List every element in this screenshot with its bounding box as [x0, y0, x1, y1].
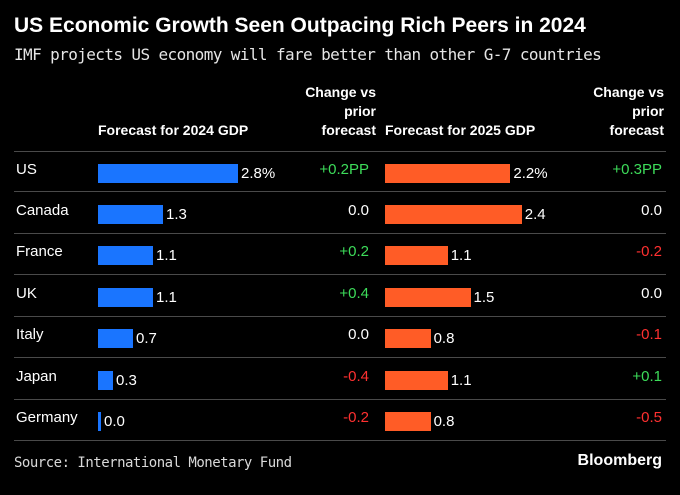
bar-2025-france	[385, 246, 448, 265]
bloomberg-logo: Bloomberg	[577, 452, 662, 469]
change-2025-uk: 0.0	[641, 284, 662, 302]
country-label-france: France	[16, 243, 63, 260]
header-change-2024: Change vs prior forecast	[305, 84, 376, 138]
country-label-germany: Germany	[16, 409, 78, 426]
change-2025-us: +0.3PP	[612, 161, 662, 178]
change-2025-japan: +0.1	[632, 367, 662, 385]
bar-2025-germany	[385, 412, 431, 431]
bar-2024-germany	[98, 412, 101, 431]
change-2024-germany: -0.2	[343, 409, 369, 426]
change-2024-canada: 0.0	[348, 201, 369, 219]
row-canada: Canada 1.3 0.0 2.4 0.0	[14, 193, 666, 234]
bar-2024-us	[98, 164, 238, 183]
value-2025-germany: 0.8	[433, 413, 455, 430]
bar-2024-canada	[98, 204, 163, 224]
value-2024-uk: 1.1	[156, 288, 177, 306]
country-label-canada: Canada	[16, 201, 69, 219]
change-2025-canada: 0.0	[641, 201, 662, 219]
header-gdp-2024: Forecast for 2024 GDP	[98, 122, 249, 138]
value-2024-japan: 0.3	[116, 371, 137, 389]
row-us: US 2.8% +0.2PP 2.2% +0.3PP	[14, 151, 666, 192]
country-label-italy: Italy	[16, 326, 44, 343]
change-2025-france: -0.2	[636, 243, 662, 260]
value-2024-france: 1.1	[156, 247, 177, 264]
row-germany: Germany 0.0 -0.2 0.8 -0.5	[14, 400, 666, 441]
change-2024-uk: +0.4	[339, 284, 369, 302]
change-2024-france: +0.2	[339, 243, 369, 260]
header-gdp-2025: Forecast for 2025 GDP	[385, 122, 536, 138]
bar-2024-italy	[98, 329, 133, 348]
change-2024-us: +0.2PP	[319, 161, 369, 178]
row-italy: Italy 0.7 0.0 0.8 -0.1	[14, 317, 666, 358]
value-2024-germany: 0.0	[104, 413, 125, 430]
value-2025-us: 2.2%	[513, 165, 548, 182]
row-japan: Japan 0.3 -0.4 1.1 +0.1	[14, 359, 666, 400]
bar-2025-us	[385, 164, 511, 183]
chart-title: US Economic Growth Seen Outpacing Rich P…	[14, 14, 586, 37]
change-2024-italy: 0.0	[348, 326, 369, 343]
country-label-us: US	[16, 161, 37, 178]
value-2025-japan: 1.1	[450, 371, 472, 389]
bar-2024-uk	[98, 287, 153, 307]
value-2024-italy: 0.7	[136, 330, 157, 347]
bar-2024-france	[98, 246, 153, 265]
value-2024-us: 2.8%	[241, 165, 276, 182]
value-2024-canada: 1.3	[166, 205, 187, 223]
source-note: Source: International Monetary Fund	[14, 455, 292, 471]
change-2025-italy: -0.1	[636, 326, 662, 343]
change-2024-japan: -0.4	[343, 367, 369, 385]
row-uk: UK 1.1 +0.4 1.5 0.0	[14, 276, 666, 317]
bar-2024-japan	[98, 370, 113, 390]
bar-2025-uk	[385, 287, 471, 307]
value-2025-france: 1.1	[450, 247, 472, 264]
change-2025-germany: -0.5	[636, 409, 662, 426]
value-2025-italy: 0.8	[433, 330, 455, 347]
row-france: France 1.1 +0.2 1.1 -0.2	[14, 234, 666, 275]
header-change-2025: Change vs prior forecast	[593, 84, 664, 138]
country-label-uk: UK	[16, 284, 37, 302]
bar-2025-italy	[385, 329, 431, 348]
value-2025-uk: 1.5	[473, 288, 495, 306]
country-label-japan: Japan	[16, 367, 57, 385]
bar-2025-japan	[385, 370, 448, 390]
value-2025-canada: 2.4	[524, 205, 546, 223]
chart-subtitle: IMF projects US economy will fare better…	[14, 45, 602, 64]
bar-2025-canada	[385, 204, 522, 224]
